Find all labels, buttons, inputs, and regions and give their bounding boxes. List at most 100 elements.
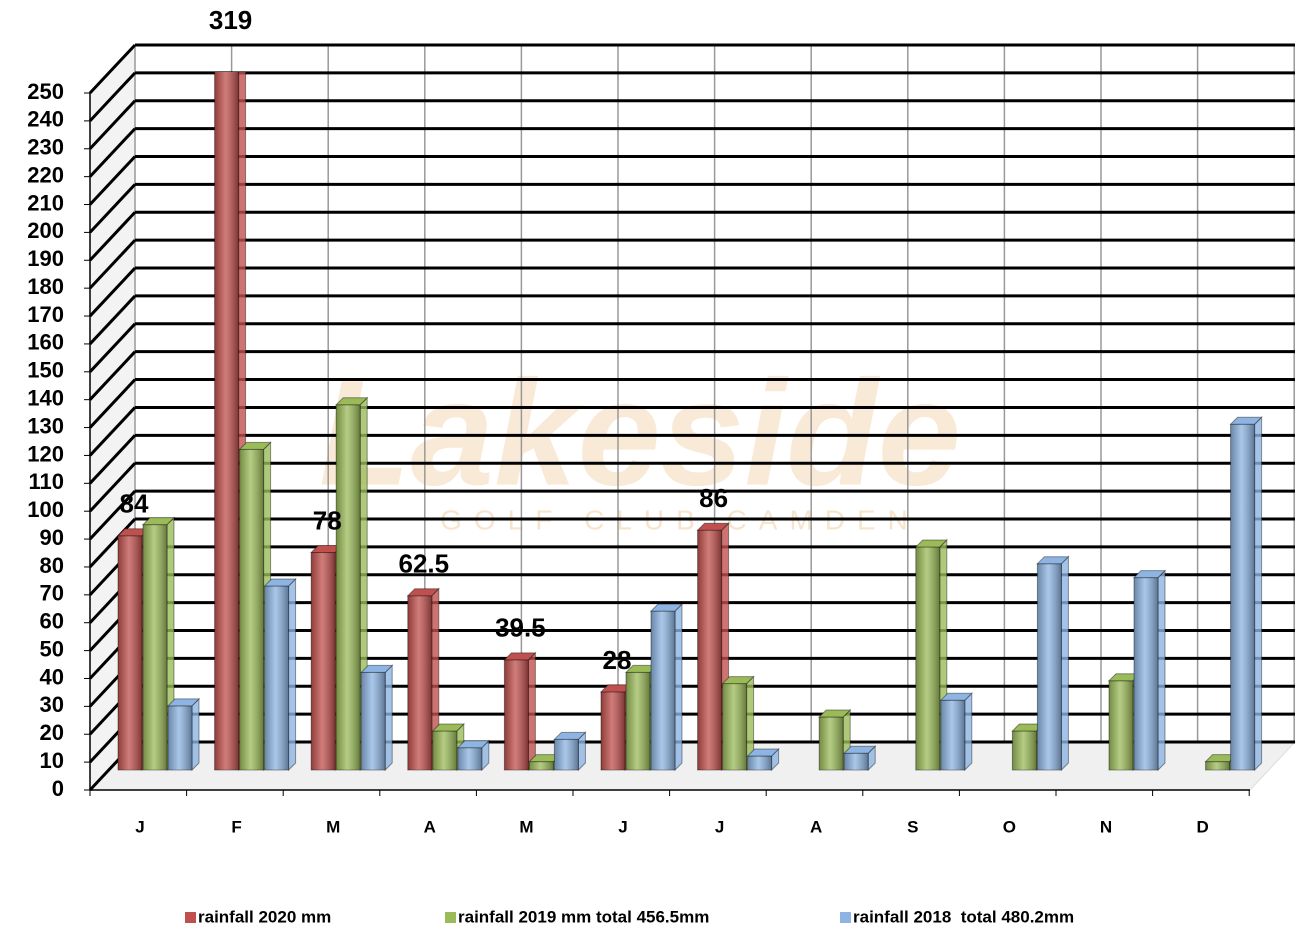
- x-tick-label: O: [1003, 817, 1016, 836]
- grid-line-side: [88, 378, 137, 429]
- grid-line-side: [88, 127, 137, 178]
- bar-side: [1254, 416, 1263, 772]
- bar-top: [263, 578, 297, 587]
- y-tick-label: 240: [27, 107, 64, 132]
- bar-top: [696, 522, 730, 531]
- grid-line-side: [88, 434, 137, 485]
- x-tick-label: A: [810, 817, 822, 836]
- bar-shade: [239, 449, 264, 770]
- y-tick-label: 70: [40, 581, 64, 606]
- bar-shade: [214, 72, 239, 771]
- y-tick-label: 150: [27, 358, 64, 383]
- bar-shade: [361, 672, 386, 770]
- bar-top: [166, 698, 201, 707]
- y-tick-label: 130: [27, 413, 64, 438]
- bar-shade: [432, 730, 457, 770]
- bar-side: [527, 651, 536, 772]
- x-tick-label: M: [326, 817, 340, 836]
- bar-side: [964, 692, 973, 772]
- y-tick-label: 30: [40, 692, 64, 717]
- data-label: 62.5: [398, 549, 449, 579]
- bar-shade: [626, 672, 650, 770]
- bar-shade: [1109, 680, 1133, 770]
- y-tick-label: 120: [27, 441, 64, 466]
- bar-top: [456, 740, 491, 749]
- grid-line-side: [88, 267, 137, 318]
- bar-shade: [311, 552, 336, 770]
- bar-shade: [915, 546, 940, 770]
- y-tick-label: 50: [40, 636, 64, 661]
- bar-top: [1229, 416, 1263, 425]
- grid-line-side: [88, 99, 137, 150]
- bar-top: [406, 588, 441, 597]
- y-tick-label: 170: [27, 302, 64, 327]
- bar-top: [238, 441, 272, 450]
- legend-label: rainfall 2018 total 480.2mm: [853, 907, 1074, 926]
- bar-shade: [118, 535, 142, 770]
- bar-shade: [168, 705, 192, 770]
- bar-top: [141, 517, 176, 526]
- bar-shade: [1012, 730, 1037, 770]
- y-tick-label: 20: [40, 720, 64, 745]
- y-tick-label: 250: [27, 79, 64, 104]
- data-label: 39.5: [495, 613, 546, 643]
- bar-top: [649, 603, 684, 612]
- bar-side: [1157, 569, 1166, 772]
- y-tick-label: 90: [40, 525, 64, 550]
- data-label: 86: [699, 483, 728, 513]
- y-tick-label: 220: [27, 162, 64, 187]
- x-tick-label: S: [907, 817, 918, 836]
- x-tick-label: M: [519, 817, 533, 836]
- grid-line-side: [88, 350, 137, 401]
- y-tick-label: 10: [40, 748, 64, 773]
- bar-shade: [457, 747, 482, 770]
- bar-top: [721, 676, 755, 685]
- grid-line-side: [88, 322, 137, 373]
- legend-label: rainfall 2020 mm: [198, 907, 331, 926]
- bar-shade: [1037, 563, 1062, 770]
- data-label: 319: [209, 5, 252, 35]
- bar-side: [674, 602, 683, 772]
- grid-line-side: [88, 71, 137, 122]
- bar-side: [191, 697, 200, 772]
- bar-shade: [1134, 577, 1158, 770]
- y-tick-label: 180: [27, 274, 64, 299]
- y-tick-label: 160: [27, 330, 64, 355]
- x-tick-label: J: [715, 817, 724, 836]
- bar-shade: [264, 585, 289, 770]
- x-tick-label: J: [618, 817, 627, 836]
- bar-shade: [1205, 761, 1230, 770]
- grid-line-side: [88, 155, 137, 206]
- grid-line-side: [88, 183, 137, 234]
- bar-top: [503, 652, 537, 661]
- bar-top: [431, 723, 466, 732]
- bar-shade: [336, 404, 361, 770]
- bar-shade: [940, 700, 965, 770]
- bar-shade: [143, 524, 167, 770]
- bar-shade: [747, 756, 772, 770]
- bar-shade: [504, 659, 529, 770]
- bar-shade: [697, 530, 722, 770]
- bar-shade: [554, 739, 579, 770]
- bar-shade: [651, 611, 675, 770]
- x-tick-label: F: [231, 817, 241, 836]
- y-tick-label: 190: [27, 246, 64, 271]
- bar-shade: [1230, 424, 1255, 770]
- grid-line-side: [88, 406, 137, 457]
- data-label: 84: [120, 489, 149, 519]
- y-tick-label: 80: [40, 553, 64, 578]
- legend-label: rainfall 2019 mm total 456.5mm: [458, 907, 709, 926]
- bar-top: [553, 731, 587, 740]
- bar-shade: [819, 717, 844, 770]
- y-tick-label: 200: [27, 218, 64, 243]
- grid-line-side: [88, 239, 137, 290]
- bar-shade: [601, 691, 625, 770]
- grid-line-side: [88, 294, 137, 345]
- grid-line-side: [88, 211, 137, 262]
- bar-top: [359, 664, 394, 673]
- y-tick-label: 110: [29, 469, 65, 494]
- watermark: Lakeside: [319, 349, 961, 517]
- y-tick-label: 100: [27, 497, 64, 522]
- bar-top: [334, 397, 369, 406]
